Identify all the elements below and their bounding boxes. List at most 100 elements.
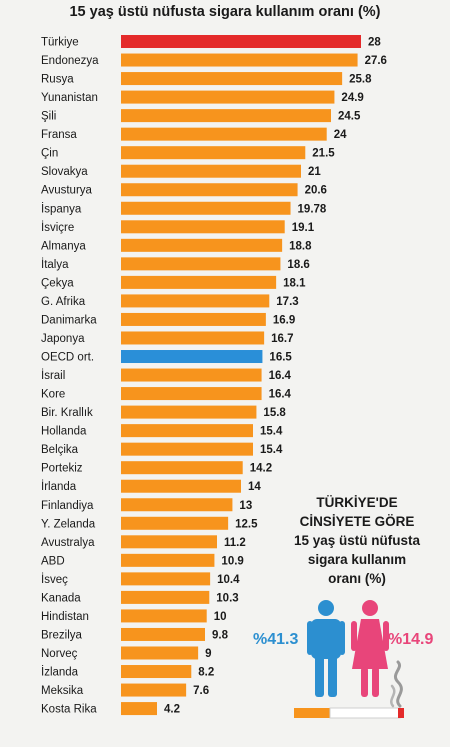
bar [121, 350, 263, 364]
bar [121, 405, 257, 419]
bar [121, 294, 270, 308]
value-label: 24.9 [341, 92, 363, 104]
value-label: 10 [214, 611, 227, 623]
bar [121, 609, 207, 623]
value-label: 28 [368, 37, 381, 49]
category-label: İtalya [41, 258, 69, 271]
category-label: Portekiz [41, 463, 83, 475]
value-label: 10.9 [221, 555, 243, 567]
bar [121, 442, 253, 456]
value-label: 16.4 [269, 389, 292, 401]
category-label: Rusya [41, 74, 74, 86]
value-label: 15.4 [260, 444, 283, 456]
value-label: 19.78 [298, 203, 327, 215]
cigarette-icon [294, 660, 404, 719]
category-label: Fransa [41, 129, 77, 141]
value-label: 21.5 [312, 148, 335, 160]
category-label: Norveç [41, 648, 78, 660]
category-label: Hindistan [41, 611, 89, 623]
category-label: Yunanistan [41, 92, 98, 104]
bar [121, 183, 298, 197]
bar [121, 220, 285, 234]
category-label: Japonya [41, 333, 85, 345]
gender-title-line: oranı (%) [328, 571, 386, 586]
bar [121, 164, 301, 178]
value-label: 24 [334, 129, 347, 141]
value-label: 20.6 [305, 185, 327, 197]
category-label: Kanada [41, 592, 81, 604]
value-label: 9.8 [212, 629, 229, 641]
category-label: Finlandiya [41, 500, 94, 512]
value-label: 7.6 [193, 685, 209, 697]
bar [121, 553, 215, 567]
bar [121, 646, 199, 660]
bar [121, 312, 266, 326]
category-label: Şili [41, 111, 56, 123]
value-label: 18.1 [283, 277, 306, 289]
bar [121, 72, 343, 86]
value-label: 16.5 [269, 352, 292, 364]
value-label: 16.4 [269, 370, 292, 382]
gender-title-line: TÜRKİYE'DE [316, 495, 398, 510]
bar [121, 53, 358, 67]
category-label: İspanya [41, 202, 82, 215]
value-label: 4.2 [164, 704, 180, 716]
category-label: Belçika [41, 444, 79, 456]
category-label: Türkiye [41, 37, 79, 49]
value-label: 9 [205, 648, 211, 660]
category-label: İrlanda [41, 480, 77, 493]
category-label: Hollanda [41, 426, 87, 438]
gender-title-line: CİNSİYETE GÖRE [299, 514, 415, 529]
category-label: Endonezya [41, 55, 99, 67]
category-label: Çekya [41, 277, 74, 289]
female-figure-icon [351, 600, 389, 697]
bar [121, 275, 277, 289]
bar [121, 257, 281, 271]
bar [121, 387, 262, 401]
bar [121, 479, 241, 493]
bar [121, 90, 335, 104]
value-label: 8.2 [198, 667, 214, 679]
bar [121, 35, 361, 48]
category-label: İsrail [41, 369, 65, 382]
category-label: G. Afrika [41, 296, 86, 308]
category-label: Almanya [41, 240, 86, 252]
bar [121, 627, 205, 641]
category-label: OECD ort. [41, 352, 94, 364]
bar [121, 572, 211, 586]
category-label: Avusturya [41, 185, 93, 197]
gender-title-line: 15 yaş üstü nüfusta [293, 533, 421, 548]
value-label: 15.4 [260, 426, 283, 438]
category-label: İsviçre [41, 221, 74, 234]
category-label: Meksika [41, 685, 84, 697]
value-label: 10.4 [217, 574, 240, 586]
value-label: 18.6 [287, 259, 309, 271]
value-label: 24.5 [338, 111, 361, 123]
bar [121, 498, 233, 512]
category-label: Y. Zelanda [41, 518, 96, 530]
category-label: Çin [41, 148, 58, 160]
bar [121, 590, 210, 604]
value-label: 25.8 [349, 74, 372, 86]
male-percentage: %41.3 [253, 631, 299, 648]
bar [121, 146, 306, 160]
category-label: Brezilya [41, 629, 83, 641]
bar [121, 238, 283, 252]
value-label: 15.8 [263, 407, 286, 419]
category-label: Kore [41, 389, 65, 401]
bar [121, 461, 243, 475]
value-label: 14 [248, 481, 261, 493]
bar [121, 665, 192, 679]
chart-title: 15 yaş üstü nüfusta sigara kullanım oran… [69, 4, 381, 20]
value-label: 18.8 [289, 240, 312, 252]
category-label: ABD [41, 555, 65, 567]
bar [121, 368, 262, 382]
value-label: 14.2 [250, 463, 272, 475]
bar [121, 331, 265, 345]
bar [121, 201, 291, 215]
value-label: 10.3 [216, 592, 238, 604]
category-label: İsveç [41, 573, 68, 586]
male-figure-icon [307, 600, 345, 697]
category-label: Slovakya [41, 166, 88, 178]
